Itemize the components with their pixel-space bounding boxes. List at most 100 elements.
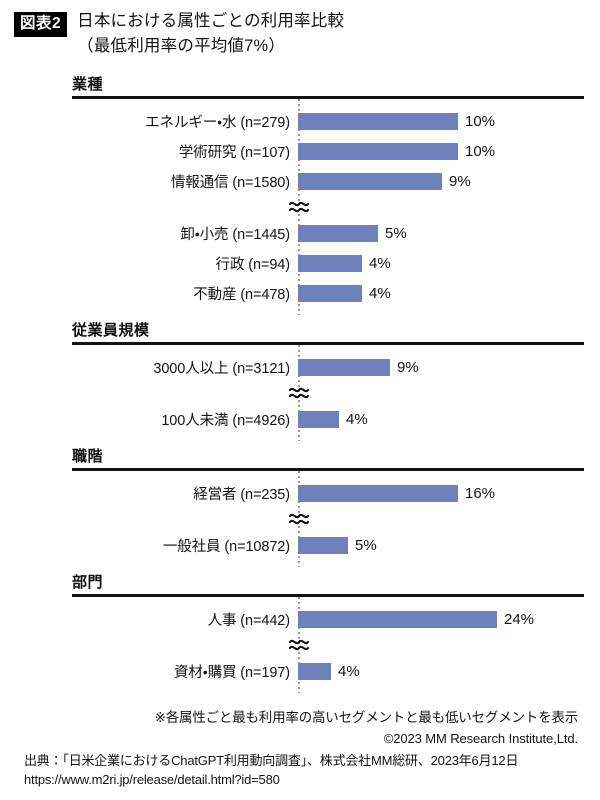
section-plot: 3000人以上 (n=3121) 9% 100人未満 (n=4926) 4% — [72, 345, 584, 442]
axis-baseline — [298, 345, 300, 442]
bar-category-label: 学術研究 (n=107) — [178, 144, 290, 161]
section-plot: 人事 (n=442) 24% 資材・購買 (n=197) 4% — [72, 597, 584, 694]
chart-section: 業種エネルギー・水 (n=279) 10% 学術研究 (n=107) 10% 情報通信 … — [0, 73, 592, 316]
bar-category-label: 100人未満 (n=4926) — [161, 412, 290, 429]
axis-baseline — [298, 597, 300, 694]
bar-zone: 9% — [298, 352, 584, 382]
chart-bar-row: 学術研究 (n=107) 10% — [72, 136, 584, 166]
bar-category-label: 卸・小売 (n=1445) — [180, 226, 290, 243]
bar — [298, 112, 458, 130]
chart-bar-row: 行政 (n=94) 4% — [72, 248, 584, 278]
footnote-text: ※各属性ごと最も利用率の高いセグメントと最も低いセグメントを表示 — [154, 710, 579, 726]
bar-category-label: 一般社員 (n=10872) — [162, 538, 290, 555]
bar-zone: 10% — [298, 106, 584, 136]
bar — [298, 610, 497, 628]
bar-value-label: 4% — [369, 284, 391, 302]
bar — [298, 484, 458, 502]
bar-category-label: エネルギー・水 (n=279) — [145, 114, 290, 131]
bar — [298, 410, 339, 428]
chart-bar-row: 情報通信 (n=1580) 9% — [72, 166, 584, 196]
bar-value-label: 4% — [369, 254, 391, 272]
bar-zone: 16% — [298, 478, 584, 508]
axis-break-squiggle-icon — [287, 196, 311, 218]
source-url: https://www.m2ri.jp/release/detail.html?… — [24, 772, 280, 788]
axis-break-squiggle-icon — [287, 634, 311, 656]
page-title: 日本における属性ごとの利用率比較 — [77, 12, 345, 30]
chart-bar-row: 経営者 (n=235) 16% — [72, 478, 584, 508]
bar-zone: 4% — [298, 404, 584, 434]
chart-section: 従業員規模 3000人以上 (n=3121) 9% 100人未満 (n=4926) 4% — [0, 319, 592, 442]
bar-zone: 4% — [298, 656, 584, 686]
bar-category-label: 資材・購買 (n=197) — [173, 664, 290, 681]
chart-bar-row: 資材・購買 (n=197) 4% — [72, 656, 584, 686]
bar-category-label: 経営者 (n=235) — [193, 486, 290, 503]
bar-zone: 4% — [298, 248, 584, 278]
chart-bar-row: 100人未満 (n=4926) 4% — [72, 404, 584, 434]
bar-value-label: 5% — [385, 224, 407, 242]
chart-bar-row: 人事 (n=442) 24% — [72, 604, 584, 634]
bar-zone: 4% — [298, 278, 584, 308]
title-block: 日本における属性ごとの利用率比較 （最低利用率の平均値7%） — [77, 11, 600, 57]
bar-value-label: 9% — [397, 358, 419, 376]
bar-category-label: 情報通信 (n=1580) — [170, 174, 290, 191]
axis-baseline — [298, 471, 300, 568]
chart-section: 職階経営者 (n=235) 16% 一般社員 (n=10872) 5% — [0, 445, 592, 568]
section-divider — [72, 594, 584, 598]
section-plot: 経営者 (n=235) 16% 一般社員 (n=10872) 5% — [72, 471, 584, 568]
page-subtitle: （最低利用率の平均値7%） — [77, 37, 286, 56]
bar-zone: 9% — [298, 166, 584, 196]
source-block: 出典：「日米企業におけるChatGPT利用動向調査」、株式会社MM総研、2023… — [14, 752, 586, 790]
bar-zone: 10% — [298, 136, 584, 166]
chart-section: 部門人事 (n=442) 24% 資材・購買 (n=197) 4% — [0, 571, 592, 694]
bar-category-label: 不動産 (n=478) — [193, 286, 290, 303]
section-title: 従業員規模 — [72, 322, 150, 340]
bar-value-label: 10% — [465, 142, 496, 160]
source-citation: 出典：「日米企業におけるChatGPT利用動向調査」、株式会社MM総研、2023… — [24, 753, 519, 769]
bar-value-label: 24% — [504, 610, 535, 628]
bar — [298, 142, 458, 160]
bar-value-label: 5% — [355, 536, 377, 554]
axis-break-squiggle-icon — [287, 382, 311, 404]
chart-footer: ※各属性ごと最も利用率の高いセグメントと最も低いセグメントを表示 ©2023 M… — [0, 706, 600, 790]
axis-break-row — [72, 634, 584, 656]
bar-category-label: 行政 (n=94) — [215, 256, 291, 273]
axis-break-row — [72, 196, 584, 218]
bar — [298, 224, 378, 242]
axis-break-row — [72, 382, 584, 404]
bar — [298, 172, 442, 190]
chart-bar-row: 一般社員 (n=10872) 5% — [72, 530, 584, 560]
section-divider — [72, 96, 584, 100]
chart-bar-row: 卸・小売 (n=1445) 5% — [72, 218, 584, 248]
bar — [298, 662, 331, 680]
section-title: 部門 — [72, 574, 104, 592]
bar — [298, 284, 362, 302]
copyright-text: ©2023 MM Research Institute,Ltd. — [383, 731, 578, 747]
figure-number-badge: 図表2 — [14, 12, 68, 37]
bar-zone: 24% — [298, 604, 584, 634]
chart-bar-row: エネルギー・水 (n=279) 10% — [72, 106, 584, 136]
bar-value-label: 10% — [465, 112, 496, 130]
bar-value-label: 9% — [449, 172, 471, 190]
section-title: 職階 — [72, 448, 104, 466]
bar — [298, 254, 362, 272]
bar-zone: 5% — [298, 218, 584, 248]
bar-zone: 5% — [298, 530, 584, 560]
section-title: 業種 — [72, 76, 104, 94]
bar-value-label: 4% — [338, 662, 360, 680]
bar-value-label: 4% — [346, 410, 368, 428]
axis-baseline — [298, 99, 300, 316]
chart-area: 業種エネルギー・水 (n=279) 10% 学術研究 (n=107) 10% 情報通信 … — [0, 73, 600, 694]
bar-category-label: 人事 (n=442) — [207, 612, 291, 629]
chart-bar-row: 3000人以上 (n=3121) 9% — [72, 352, 584, 382]
chart-header: 図表2 日本における属性ごとの利用率比較 （最低利用率の平均値7%） — [0, 0, 600, 57]
section-divider — [72, 468, 584, 472]
section-plot: エネルギー・水 (n=279) 10% 学術研究 (n=107) 10% 情報通信 (n… — [72, 99, 584, 316]
section-divider — [72, 342, 584, 346]
axis-break-row — [72, 508, 584, 530]
chart-bar-row: 不動産 (n=478) 4% — [72, 278, 584, 308]
bar — [298, 536, 348, 554]
axis-break-squiggle-icon — [287, 508, 311, 530]
bar-value-label: 16% — [465, 484, 496, 502]
bar-category-label: 3000人以上 (n=3121) — [153, 360, 290, 377]
bar — [298, 358, 390, 376]
